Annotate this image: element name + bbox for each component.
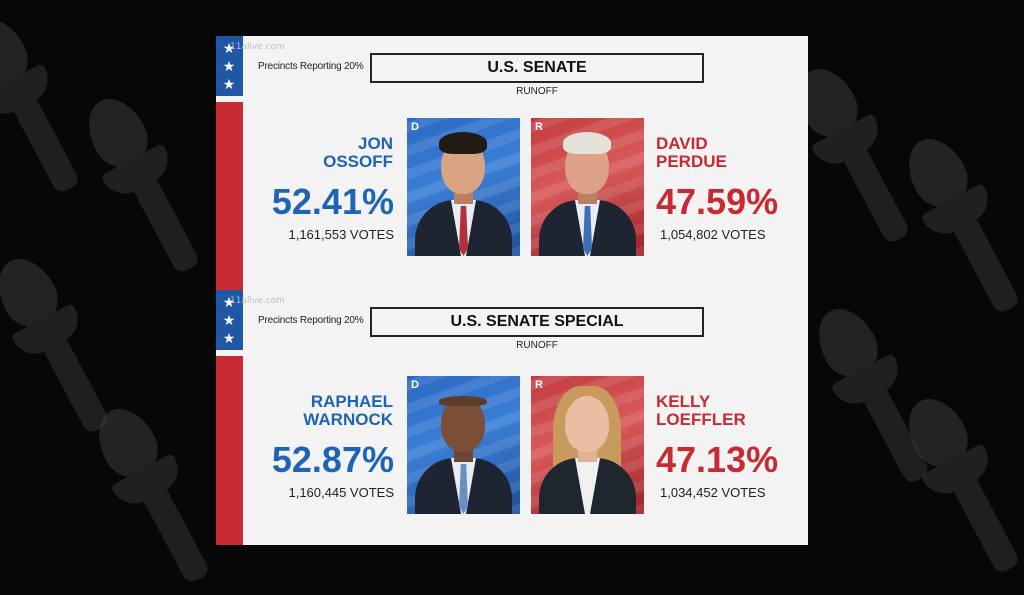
star-icon: ★: [222, 331, 236, 347]
dem-percentage: 52.87%: [271, 439, 394, 480]
watermark: 11alive.com: [230, 42, 285, 52]
race-subtitle: RUNOFF: [516, 340, 558, 351]
precincts-reporting: Precincts Reporting 20%: [258, 61, 364, 72]
rep-candidate-name: DAVID PERDUE: [656, 134, 727, 171]
rep-votes: 1,034,452 VOTES: [660, 485, 766, 500]
torch-icon: [0, 5, 101, 206]
rep-candidate-photo: R: [531, 118, 644, 256]
dem-candidate-photo: D: [407, 118, 520, 256]
dem-votes: 1,161,553 VOTES: [288, 227, 394, 242]
star-icon: ★: [222, 295, 236, 311]
race-us-senate: ★ ★ ★ 11alive.com Precincts Reporting 20…: [216, 36, 808, 291]
party-label: D: [411, 379, 419, 391]
dem-candidate-name: JON OSSOFF: [323, 134, 393, 171]
party-label: R: [535, 379, 543, 391]
race-subtitle: RUNOFF: [516, 86, 558, 97]
torch-icon: [69, 85, 220, 286]
rep-candidate-photo: R: [531, 376, 644, 514]
star-icon: ★: [222, 59, 236, 75]
race-us-senate-special: ★ ★ ★ 11alive.com Precincts Reporting 20…: [216, 290, 808, 545]
torch-icon: [79, 395, 230, 595]
precincts-reporting: Precincts Reporting 20%: [258, 315, 364, 326]
watermark: 11alive.com: [230, 296, 285, 306]
dem-candidate-name: RAPHAEL WARNOCK: [303, 392, 393, 429]
rep-percentage: 47.59%: [656, 181, 779, 222]
race-title: U.S. SENATE: [370, 53, 704, 83]
race-title: U.S. SENATE SPECIAL: [370, 307, 704, 337]
rep-votes: 1,054,802 VOTES: [660, 227, 766, 242]
star-icon: ★: [222, 41, 236, 57]
rep-percentage: 47.13%: [656, 439, 779, 480]
dem-percentage: 52.41%: [271, 181, 394, 222]
dem-candidate-photo: D: [407, 376, 520, 514]
rep-candidate-name: KELLY LOEFFLER: [656, 392, 746, 429]
star-icon: ★: [222, 313, 236, 329]
torch-icon: [889, 385, 1024, 586]
party-label: R: [535, 121, 543, 133]
flag-stripe: ★ ★ ★: [216, 36, 243, 291]
election-results-card: ★ ★ ★ 11alive.com Precincts Reporting 20…: [216, 36, 808, 545]
dem-votes: 1,160,445 VOTES: [288, 485, 394, 500]
star-icon: ★: [222, 77, 236, 93]
party-label: D: [411, 121, 419, 133]
flag-stripe: ★ ★ ★: [216, 290, 243, 545]
